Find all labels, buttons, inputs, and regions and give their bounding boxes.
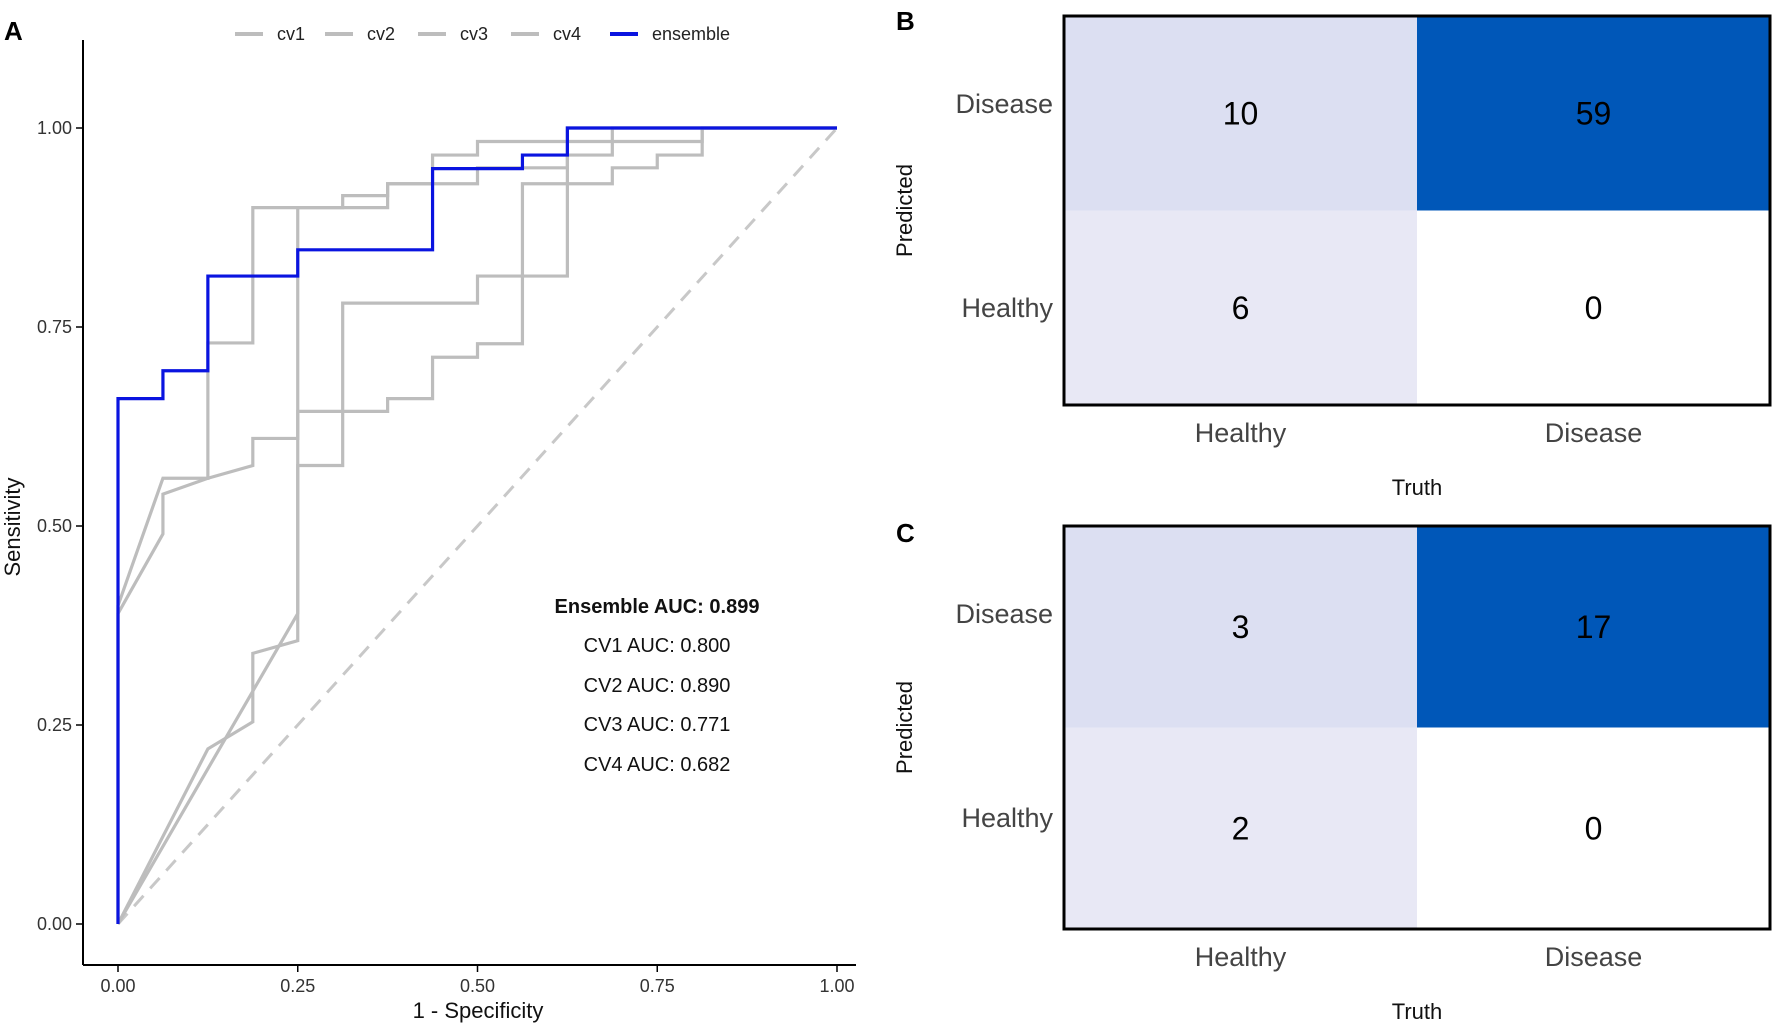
cell-count: 0	[1585, 810, 1603, 846]
cell-count: 10	[1223, 95, 1259, 131]
x-tick-label: 0.25	[280, 976, 315, 996]
x-axis-title: Truth	[1392, 475, 1443, 500]
cell-count: 0	[1585, 290, 1603, 326]
row-label: Healthy	[961, 293, 1053, 323]
cv-auc-label: CV2 AUC: 0.890	[584, 675, 731, 697]
panel-label-a: A	[4, 16, 23, 46]
x-axis-title: Truth	[1392, 999, 1443, 1024]
x-tick-label: 0.50	[460, 976, 495, 996]
legend-label-ensemble: ensemble	[652, 24, 730, 44]
roc-line-cv4	[116, 126, 837, 925]
panel-label-b: B	[896, 6, 915, 36]
legend-label-cv3: cv3	[460, 24, 488, 44]
column-label: Disease	[1545, 942, 1643, 972]
panel-label-c: C	[896, 518, 915, 548]
y-axis-title: Predicted	[892, 681, 917, 774]
legend-label-cv2: cv2	[367, 24, 395, 44]
matrix-cell	[1417, 210, 1770, 405]
row-label: Disease	[955, 89, 1053, 119]
x-axis-title: 1 - Specificity	[413, 998, 544, 1023]
column-label: Disease	[1545, 418, 1643, 448]
matrix-cell	[1064, 727, 1417, 929]
cell-count: 6	[1232, 290, 1250, 326]
confusion-matrix-c: 3 17 2 0 Disease Healthy Healthy Disease Truth Pr…	[892, 524, 1772, 1024]
cell-count: 2	[1232, 810, 1250, 846]
matrix-cell	[1417, 727, 1770, 929]
y-axis-title: Sensitivity	[0, 477, 25, 576]
roc-line-cv2	[116, 126, 837, 924]
y-tick-label: 1.00	[37, 118, 72, 138]
legend: cv1 cv2 cv3 cv4 ensemble	[235, 24, 730, 44]
auc-annotations: Ensemble AUC: 0.899 CV1 AUC: 0.800 CV2 AUC…	[555, 596, 760, 776]
matrix-cell	[1417, 16, 1770, 211]
roc-line-cv3	[116, 126, 837, 925]
cell-count: 59	[1576, 95, 1612, 131]
ensemble-auc-label: Ensemble AUC: 0.899	[555, 596, 760, 618]
y-axis-title: Predicted	[892, 164, 917, 257]
row-label: Healthy	[961, 803, 1053, 833]
cv-auc-label: CV4 AUC: 0.682	[584, 754, 731, 776]
x-tick-label: 0.00	[100, 976, 135, 996]
y-tick-label: 0.00	[37, 914, 72, 934]
matrix-cell	[1417, 526, 1770, 728]
matrix-cell	[1064, 210, 1417, 405]
roc-plot: Sensitivity 1 - Specificity 0.00 0.25 0.50…	[0, 24, 856, 1023]
legend-label-cv1: cv1	[277, 24, 305, 44]
matrix-cell	[1064, 526, 1417, 728]
matrix-cell	[1064, 16, 1417, 211]
y-tick-label: 0.75	[37, 317, 72, 337]
row-label: Disease	[955, 599, 1053, 629]
reference-diagonal-line	[116, 126, 839, 926]
cv-auc-label: CV1 AUC: 0.800	[584, 635, 731, 657]
column-label: Healthy	[1195, 942, 1287, 972]
y-tick-label: 0.25	[37, 715, 72, 735]
y-tick-label: 0.50	[37, 516, 72, 536]
matrix-border	[1062, 524, 1772, 931]
x-tick-label: 1.00	[819, 976, 854, 996]
cell-count: 3	[1232, 609, 1250, 645]
legend-label-cv4: cv4	[553, 24, 581, 44]
roc-line-ensemble	[116, 126, 837, 924]
column-label: Healthy	[1195, 418, 1287, 448]
x-tick-label: 0.75	[640, 976, 675, 996]
cell-count: 17	[1576, 609, 1612, 645]
matrix-border	[1062, 14, 1772, 407]
cv-auc-label: CV3 AUC: 0.771	[584, 714, 731, 736]
confusion-matrix-b: 10 59 6 0 Disease Healthy Healthy Disease Truth P…	[892, 14, 1772, 500]
